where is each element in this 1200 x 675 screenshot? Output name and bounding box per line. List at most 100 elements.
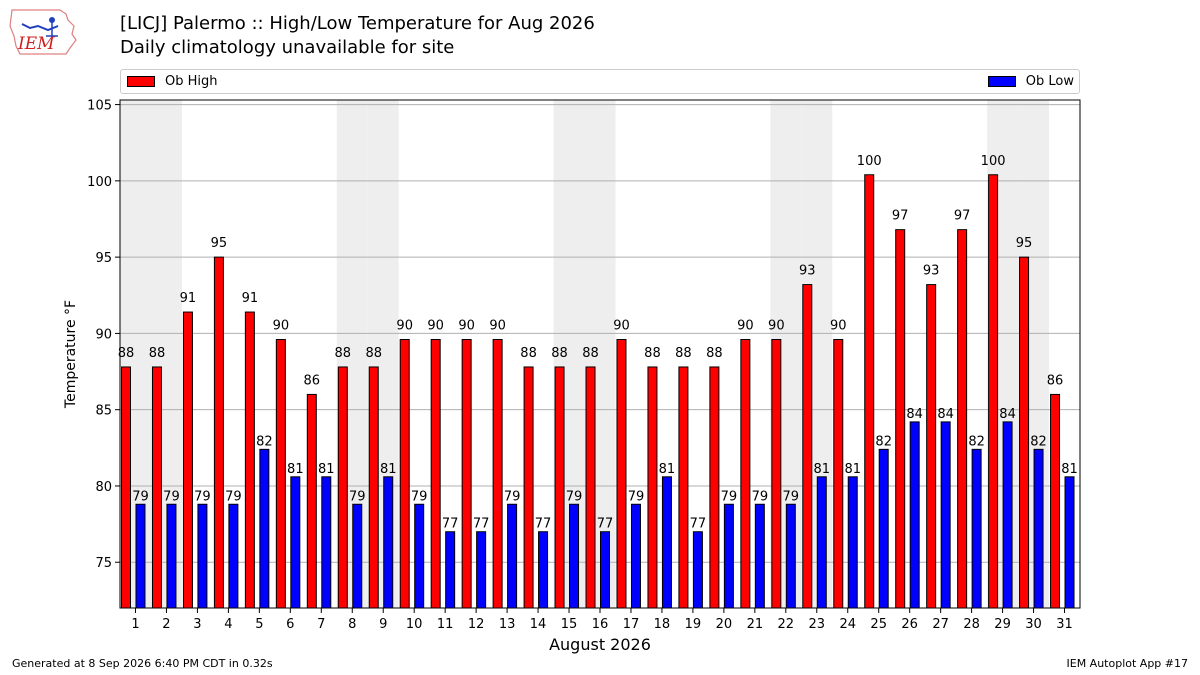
x-tick-label: 31 xyxy=(1056,617,1073,632)
bar-label-high: 97 xyxy=(892,209,909,224)
x-tick-label: 2 xyxy=(162,617,170,632)
bar-label-high: 90 xyxy=(396,319,413,334)
bar-label-high: 90 xyxy=(613,319,630,334)
bar-high xyxy=(1050,393,1061,609)
bar-high xyxy=(337,366,348,609)
bar-label-low: 79 xyxy=(194,489,211,504)
x-tick-label: 20 xyxy=(716,617,733,632)
bar-low xyxy=(414,503,425,609)
x-tick-label: 22 xyxy=(778,617,795,632)
bar-label-low: 82 xyxy=(256,434,273,449)
chart-title: [LICJ] Palermo :: High/Low Temperature f… xyxy=(120,13,595,34)
bar-label-high: 86 xyxy=(1047,373,1064,388)
bar-low xyxy=(1064,476,1075,609)
legend-swatch-low xyxy=(987,76,1016,87)
bar-label-low: 79 xyxy=(504,489,521,504)
bar-high xyxy=(895,229,906,609)
bar-label-high: 88 xyxy=(644,346,661,361)
bar-label-low: 77 xyxy=(473,517,490,532)
bar-high xyxy=(771,339,782,609)
bar-high xyxy=(554,366,565,609)
bar-label-high: 88 xyxy=(118,346,135,361)
bar-label-low: 81 xyxy=(844,462,861,477)
chart-title-block: [LICJ] Palermo :: High/Low Temperature f… xyxy=(120,12,595,60)
bar-label-low: 81 xyxy=(380,462,397,477)
x-tick-label: 15 xyxy=(561,617,578,632)
legend-item-low: Ob Low xyxy=(987,74,1074,89)
bar-low xyxy=(290,476,301,609)
bar-high xyxy=(121,366,131,609)
bar-low xyxy=(971,448,982,609)
bar-high xyxy=(988,174,999,609)
bar-low xyxy=(692,531,703,609)
bar-label-high: 90 xyxy=(830,319,847,334)
bar-label-low: 82 xyxy=(1030,434,1047,449)
bar-label-low: 79 xyxy=(411,489,428,504)
bar-low xyxy=(507,503,518,609)
bar-label-high: 95 xyxy=(1016,236,1033,251)
bar-label-high: 90 xyxy=(273,319,290,334)
bar-label-high: 93 xyxy=(799,264,816,279)
bar-low xyxy=(600,531,610,609)
x-tick-label: 1 xyxy=(131,617,139,632)
bar-high xyxy=(1019,256,1030,609)
bar-high xyxy=(306,393,317,609)
iem-logo: IEM xyxy=(9,9,77,55)
bar-low xyxy=(847,476,858,609)
x-tick-label: 21 xyxy=(747,617,764,632)
x-tick-label: 29 xyxy=(994,617,1011,632)
chart-legend: Ob High Ob Low xyxy=(120,69,1080,94)
x-tick-label: 30 xyxy=(1025,617,1042,632)
bar-high xyxy=(244,311,255,609)
bar-label-low: 81 xyxy=(287,462,304,477)
logo-text: IEM xyxy=(17,34,55,54)
bar-label-high: 88 xyxy=(582,346,599,361)
x-tick-label: 28 xyxy=(963,617,980,632)
x-tick-label: 10 xyxy=(406,617,423,632)
legend-label-high: Ob High xyxy=(165,74,218,89)
bar-high xyxy=(616,339,627,609)
chart-subtitle: Daily climatology unavailable for site xyxy=(120,37,455,58)
bar-label-high: 88 xyxy=(335,346,352,361)
bar-low xyxy=(661,476,672,609)
bar-label-high: 88 xyxy=(149,346,166,361)
bar-low xyxy=(630,503,641,609)
y-tick-label: 90 xyxy=(95,327,112,342)
bar-high xyxy=(399,339,410,609)
bar-label-high: 95 xyxy=(211,236,228,251)
x-tick-label: 11 xyxy=(437,617,454,632)
bar-label-low: 79 xyxy=(566,489,583,504)
bar-label-high: 97 xyxy=(954,209,971,224)
bar-label-low: 79 xyxy=(163,489,180,504)
x-tick-label: 23 xyxy=(809,617,826,632)
bar-high xyxy=(833,339,844,609)
x-tick-label: 13 xyxy=(499,617,516,632)
bar-low xyxy=(352,503,363,609)
x-tick-label: 16 xyxy=(592,617,609,632)
app-credit: IEM Autoplot App #17 xyxy=(1066,657,1189,670)
bar-label-high: 88 xyxy=(675,346,692,361)
bar-low xyxy=(135,503,146,609)
bar-label-high: 90 xyxy=(489,319,506,334)
bar-low xyxy=(785,503,796,609)
bar-label-high: 88 xyxy=(706,346,723,361)
bar-label-high: 100 xyxy=(981,154,1006,169)
bar-high xyxy=(926,284,937,609)
bar-low xyxy=(816,476,827,609)
bar-low xyxy=(166,503,177,609)
x-tick-label: 19 xyxy=(685,617,702,632)
x-tick-label: 7 xyxy=(317,617,325,632)
y-tick-label: 105 xyxy=(87,99,112,114)
x-tick-label: 6 xyxy=(286,617,294,632)
bar-low xyxy=(228,503,239,609)
bar-low xyxy=(1033,448,1044,609)
x-tick-label: 9 xyxy=(379,617,387,632)
bar-high xyxy=(213,256,224,609)
generated-timestamp: Generated at 8 Sep 2026 6:40 PM CDT in 0… xyxy=(12,657,273,670)
bar-label-high: 88 xyxy=(520,346,537,361)
x-tick-label: 5 xyxy=(255,617,263,632)
x-axis-label: August 2026 xyxy=(549,635,651,654)
bar-label-high: 93 xyxy=(923,264,940,279)
bar-label-high: 88 xyxy=(365,346,382,361)
